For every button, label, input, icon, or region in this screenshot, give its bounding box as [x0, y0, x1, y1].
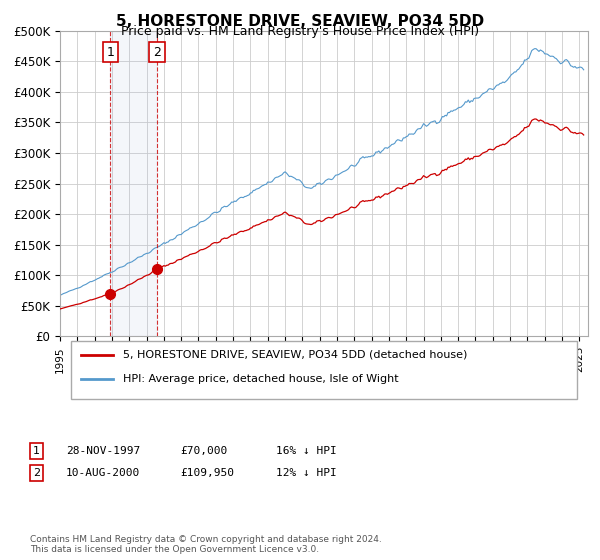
Text: Contains HM Land Registry data © Crown copyright and database right 2024.
This d: Contains HM Land Registry data © Crown c… [30, 535, 382, 554]
Text: 2: 2 [153, 46, 161, 59]
Text: £109,950: £109,950 [180, 468, 234, 478]
Text: HPI: Average price, detached house, Isle of Wight: HPI: Average price, detached house, Isle… [124, 374, 399, 384]
Text: 5, HORESTONE DRIVE, SEAVIEW, PO34 5DD: 5, HORESTONE DRIVE, SEAVIEW, PO34 5DD [116, 14, 484, 29]
Text: 1: 1 [33, 446, 40, 456]
Text: 16% ↓ HPI: 16% ↓ HPI [276, 446, 337, 456]
Text: 10-AUG-2000: 10-AUG-2000 [66, 468, 140, 478]
Text: 5, HORESTONE DRIVE, SEAVIEW, PO34 5DD (detached house): 5, HORESTONE DRIVE, SEAVIEW, PO34 5DD (d… [124, 350, 468, 360]
Bar [110, 31, 157, 337]
Text: £70,000: £70,000 [180, 446, 227, 456]
FancyBboxPatch shape [71, 341, 577, 399]
Text: Price paid vs. HM Land Registry's House Price Index (HPI): Price paid vs. HM Land Registry's House … [121, 25, 479, 38]
Text: 2: 2 [33, 468, 40, 478]
Text: 1: 1 [106, 46, 115, 59]
Text: 12% ↓ HPI: 12% ↓ HPI [276, 468, 337, 478]
Text: 28-NOV-1997: 28-NOV-1997 [66, 446, 140, 456]
